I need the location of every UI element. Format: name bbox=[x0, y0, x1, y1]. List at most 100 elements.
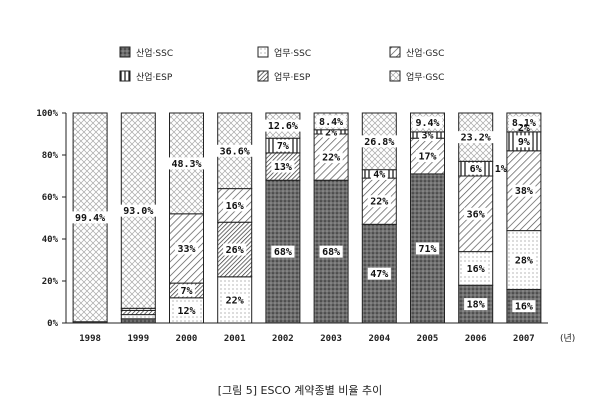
data-label: 68% bbox=[322, 247, 340, 258]
stacked-bar-chart: 산업·SSC 업무·SSC 산업·GSC 산업·ESP 업무·ESP 업무·GSC 0% 2… bbox=[36, 46, 575, 344]
data-label-bg bbox=[322, 125, 340, 138]
data-label-bg bbox=[370, 167, 388, 180]
bar-segment bbox=[120, 318, 156, 324]
y-tick-label: 40% bbox=[42, 235, 59, 245]
bar-stack: 68% 13% 7% 12.6% bbox=[264, 112, 301, 324]
y-tick-label: 100% bbox=[36, 109, 58, 119]
x-tick-label: 2006 bbox=[465, 334, 487, 344]
legend-swatch bbox=[257, 70, 269, 82]
data-label: 93.0% bbox=[123, 206, 153, 217]
data-label-bg bbox=[515, 135, 533, 148]
data-label-bg bbox=[216, 144, 253, 157]
y-tick-label: 0% bbox=[47, 319, 58, 329]
legend-swatch bbox=[257, 46, 269, 58]
data-label: 2% bbox=[325, 127, 337, 138]
data-label-bg bbox=[168, 157, 205, 170]
data-label: 9.4% bbox=[415, 118, 439, 129]
bar-stack: 99.4% bbox=[72, 112, 109, 324]
data-label: 12% bbox=[177, 306, 195, 317]
data-label: 8.4% bbox=[319, 117, 343, 128]
data-label-bg bbox=[223, 293, 247, 306]
data-label-bg bbox=[361, 135, 398, 148]
y-tick-label: 20% bbox=[42, 277, 59, 287]
bar-stack: 68% 22% 2%8.4% bbox=[313, 112, 349, 324]
bar-stack: 18% 16% 36% 6% 23.2% bbox=[457, 112, 494, 324]
data-label: 18% bbox=[467, 300, 485, 311]
legend-swatch bbox=[389, 70, 401, 82]
data-label: 22% bbox=[370, 197, 388, 208]
bar-stack: 71% 17% 3% 9.4% bbox=[410, 112, 445, 324]
legend-swatch bbox=[119, 70, 131, 82]
bar-stack: 22% 26% 16% 36.6% bbox=[216, 112, 253, 324]
data-label: 8.1% bbox=[512, 118, 536, 129]
bar-stack: 47% 22% 4% 26.8% bbox=[361, 112, 398, 324]
data-label: 16% bbox=[226, 201, 244, 212]
bar-stack: 93.0% bbox=[120, 112, 157, 324]
data-label-bg bbox=[316, 115, 346, 128]
x-tick-label: 1999 bbox=[127, 334, 149, 344]
data-label-bg bbox=[512, 254, 536, 266]
y-tick-label: 60% bbox=[42, 193, 59, 203]
data-label-bg bbox=[223, 243, 247, 256]
legend-swatch bbox=[389, 46, 401, 58]
x-tick-label: 2002 bbox=[272, 334, 294, 344]
legend-label: 업무·ESP bbox=[274, 72, 311, 83]
data-label: 33% bbox=[177, 244, 195, 255]
data-label: 13% bbox=[274, 162, 292, 173]
legend-item: 산업·ESP bbox=[119, 70, 173, 83]
legend-item: 업무·GSC bbox=[389, 70, 444, 83]
figure-caption: [그림 5] ESCO 계약종별 비율 추이 bbox=[217, 384, 383, 397]
data-label-bg bbox=[319, 245, 343, 258]
data-label-bg bbox=[412, 116, 443, 129]
data-label: 7% bbox=[277, 141, 289, 152]
data-label: 36% bbox=[467, 209, 485, 220]
x-tick-label: 2000 bbox=[176, 334, 198, 344]
data-label: 22% bbox=[322, 153, 340, 164]
data-label: 6% bbox=[470, 164, 482, 175]
legend-label: 업무·SSC bbox=[274, 48, 311, 59]
y-tick-label: 80% bbox=[42, 151, 59, 161]
data-label-bg bbox=[512, 184, 536, 197]
data-label: 9% bbox=[518, 137, 530, 148]
data-label: 2% bbox=[518, 123, 530, 134]
data-label: 4% bbox=[373, 169, 385, 180]
data-label-bg bbox=[174, 242, 199, 255]
bar-segment bbox=[120, 314, 156, 320]
data-label-bg bbox=[367, 195, 391, 208]
x-tick-label: 2005 bbox=[417, 334, 439, 344]
data-label: 12.6% bbox=[268, 121, 298, 132]
data-label-bg bbox=[271, 160, 295, 173]
chart-legend: 산업·SSC 업무·SSC 산업·GSC 산업·ESP 업무·ESP 업무·GSC bbox=[119, 46, 444, 83]
data-label-bg bbox=[509, 116, 539, 129]
legend-label: 산업·ESP bbox=[136, 72, 173, 83]
data-label: 26.8% bbox=[364, 137, 394, 148]
legend-item: 산업·GSC bbox=[389, 46, 444, 59]
data-label: 36.6% bbox=[220, 146, 250, 157]
data-label-bg bbox=[223, 199, 247, 212]
data-label-bg bbox=[271, 245, 295, 258]
data-label-bg bbox=[178, 284, 195, 297]
legend-item: 업무·SSC bbox=[257, 46, 311, 59]
data-label: 26% bbox=[226, 245, 244, 256]
data-label-bg bbox=[464, 298, 488, 311]
x-tick-label: 2003 bbox=[320, 334, 342, 344]
data-label-bg bbox=[274, 139, 292, 152]
data-label: 7% bbox=[180, 286, 192, 297]
data-label: 48.3% bbox=[171, 159, 201, 170]
data-label-bg bbox=[319, 151, 343, 164]
x-tick-label: 2007 bbox=[513, 334, 535, 344]
data-label: 22% bbox=[226, 295, 244, 306]
data-label-bg bbox=[367, 267, 391, 280]
bar-segment bbox=[120, 309, 156, 316]
x-tick-label: 2001 bbox=[224, 334, 246, 344]
legend-item: 산업·SSC bbox=[119, 46, 173, 59]
x-tick-label: 1998 bbox=[79, 334, 101, 344]
data-label-bg bbox=[174, 304, 199, 317]
data-label: 1% bbox=[495, 164, 507, 175]
x-tick-label: 2004 bbox=[368, 334, 390, 344]
data-label-bg bbox=[264, 119, 301, 132]
data-label: 38% bbox=[515, 186, 533, 197]
data-label: 47% bbox=[370, 269, 388, 280]
data-label: 28% bbox=[515, 256, 533, 267]
data-label-bg bbox=[120, 204, 157, 217]
